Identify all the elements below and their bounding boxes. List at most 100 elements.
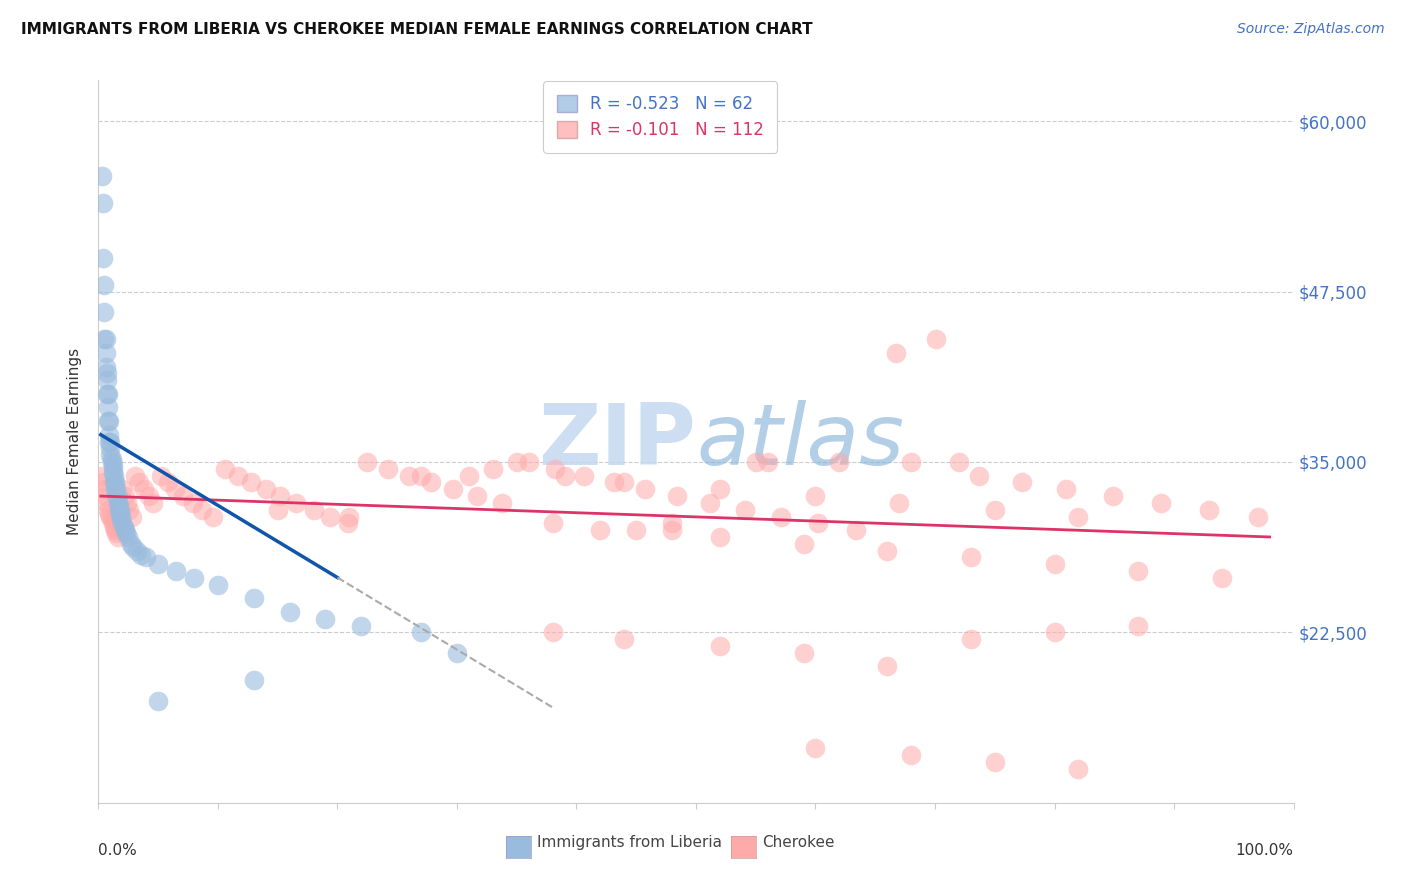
Point [183,571,205,585]
Point [112,520,135,534]
Point [699,496,721,510]
Point [91,169,114,183]
Point [125,543,148,558]
Point [124,468,146,483]
Point [419,475,441,490]
Point [97,414,120,428]
Point [94,332,117,346]
Point [240,475,263,490]
Point [214,462,236,476]
Point [107,509,129,524]
Point [93,332,115,346]
Point [828,455,851,469]
Point [661,516,683,531]
Point [319,509,342,524]
Point [93,277,115,292]
Point [350,618,373,632]
Point [948,455,970,469]
Point [613,632,636,647]
Point [93,305,115,319]
Point [356,455,378,469]
Point [91,475,114,490]
Point [900,455,922,469]
Point [104,475,127,490]
Point [156,475,179,490]
Point [98,448,122,462]
Point [337,516,360,531]
Point [517,455,540,469]
Point [745,455,768,469]
Point [554,468,576,483]
Point [876,659,898,673]
Point [96,373,118,387]
Point [101,466,124,480]
Point [491,496,513,510]
Point [243,673,266,687]
Point [91,251,114,265]
Point [804,489,827,503]
Point [481,462,505,476]
Point [181,496,204,510]
Point [1150,496,1173,510]
Point [284,496,307,510]
Point [541,625,564,640]
Point [884,346,907,360]
Point [117,530,139,544]
Point [589,523,612,537]
Text: 0.0%: 0.0% [98,843,138,857]
Point [446,646,468,660]
Point [876,543,898,558]
Point [709,482,731,496]
Point [191,502,214,516]
Point [804,741,827,756]
Point [114,489,136,503]
Point [845,523,868,537]
Point [94,489,117,503]
Point [1128,564,1150,578]
Point [243,591,266,606]
Point [1102,489,1125,503]
Point [98,434,121,449]
Point [103,520,125,534]
Point [398,468,420,483]
Point [665,489,688,503]
Text: atlas: atlas [696,400,904,483]
Point [1211,571,1233,585]
Y-axis label: Median Female Earnings: Median Female Earnings [67,348,83,535]
Point [172,489,194,503]
Point [114,523,136,537]
Point [148,693,170,707]
Point [163,482,186,496]
Point [1247,509,1270,524]
Point [142,496,165,510]
Point [756,455,779,469]
Text: IMMIGRANTS FROM LIBERIA VS CHEROKEE MEDIAN FEMALE EARNINGS CORRELATION CHART: IMMIGRANTS FROM LIBERIA VS CHEROKEE MEDI… [21,22,813,37]
Point [107,489,129,503]
Point [96,496,118,510]
Point [100,455,122,469]
Point [107,530,129,544]
Point [1128,618,1150,632]
Point [131,548,153,562]
Point [91,468,114,483]
Point [97,502,120,516]
Point [202,509,225,524]
Point [108,507,131,521]
Point [960,632,983,647]
Point [506,455,529,469]
Point [107,502,129,516]
Point [104,523,127,537]
Point [110,512,132,526]
Point [207,577,229,591]
Point [149,468,172,483]
Point [104,482,127,496]
Point [93,482,115,496]
Point [110,509,132,524]
Point [105,482,128,496]
Point [110,523,132,537]
Point [101,462,124,476]
Point [100,452,122,467]
Point [572,468,595,483]
Point [626,523,648,537]
Point [960,550,983,565]
